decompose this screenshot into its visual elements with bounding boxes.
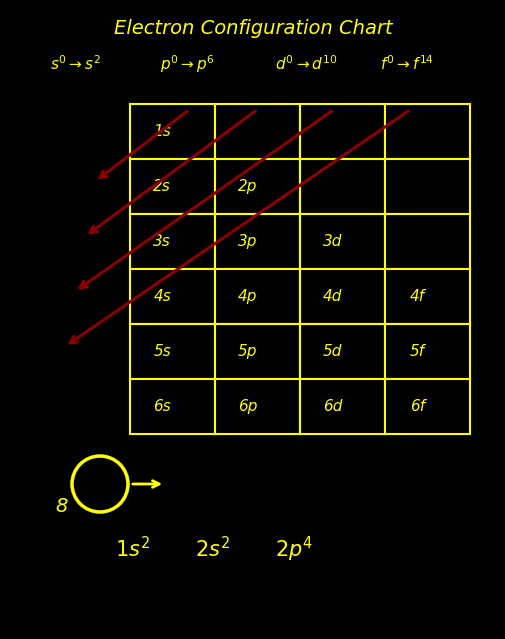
Text: 6p: 6p bbox=[237, 399, 257, 414]
Bar bbox=[299, 159, 384, 214]
Text: 3s: 3s bbox=[153, 234, 171, 249]
Text: Electron Configuration Chart: Electron Configuration Chart bbox=[114, 20, 391, 38]
Text: 4f: 4f bbox=[409, 289, 424, 304]
Bar bbox=[384, 159, 469, 214]
Bar bbox=[215, 269, 299, 324]
Bar bbox=[130, 269, 215, 324]
Text: 2s: 2s bbox=[153, 179, 171, 194]
Bar bbox=[384, 379, 469, 434]
Bar bbox=[215, 379, 299, 434]
Text: $s^0{\rightarrow}s^2$: $s^0{\rightarrow}s^2$ bbox=[50, 55, 101, 73]
Bar bbox=[215, 214, 299, 269]
Text: 5s: 5s bbox=[153, 344, 171, 359]
Text: $2p^4$: $2p^4$ bbox=[274, 534, 312, 564]
Bar bbox=[215, 104, 299, 159]
Bar bbox=[384, 214, 469, 269]
Text: 4s: 4s bbox=[153, 289, 171, 304]
Text: 8: 8 bbox=[56, 497, 68, 516]
Bar bbox=[384, 104, 469, 159]
Bar bbox=[299, 269, 384, 324]
Text: 6s: 6s bbox=[153, 399, 171, 414]
Bar bbox=[299, 214, 384, 269]
Bar bbox=[384, 324, 469, 379]
Text: 2p: 2p bbox=[237, 179, 257, 194]
Text: $f^0{\rightarrow}f^{14}$: $f^0{\rightarrow}f^{14}$ bbox=[379, 55, 433, 73]
Text: $1s^2$: $1s^2$ bbox=[115, 536, 149, 562]
Bar bbox=[215, 159, 299, 214]
Text: 6f: 6f bbox=[409, 399, 424, 414]
Text: 5d: 5d bbox=[322, 344, 341, 359]
Bar bbox=[299, 379, 384, 434]
Bar bbox=[130, 104, 215, 159]
Text: 1s: 1s bbox=[153, 124, 171, 139]
Bar bbox=[130, 324, 215, 379]
Bar bbox=[130, 214, 215, 269]
Bar bbox=[299, 324, 384, 379]
Text: 6d: 6d bbox=[322, 399, 341, 414]
Bar bbox=[299, 104, 384, 159]
Text: $p^0{\rightarrow}p^6$: $p^0{\rightarrow}p^6$ bbox=[160, 53, 215, 75]
Bar bbox=[215, 324, 299, 379]
Text: 3p: 3p bbox=[237, 234, 257, 249]
Text: 4p: 4p bbox=[237, 289, 257, 304]
Text: 5f: 5f bbox=[409, 344, 424, 359]
Text: 4d: 4d bbox=[322, 289, 341, 304]
Text: $2s^2$: $2s^2$ bbox=[194, 536, 230, 562]
Bar bbox=[384, 269, 469, 324]
Text: 3d: 3d bbox=[322, 234, 341, 249]
Bar bbox=[130, 379, 215, 434]
Bar bbox=[130, 159, 215, 214]
Text: $d^0{\rightarrow}d^{10}$: $d^0{\rightarrow}d^{10}$ bbox=[274, 55, 337, 73]
Text: 5p: 5p bbox=[237, 344, 257, 359]
